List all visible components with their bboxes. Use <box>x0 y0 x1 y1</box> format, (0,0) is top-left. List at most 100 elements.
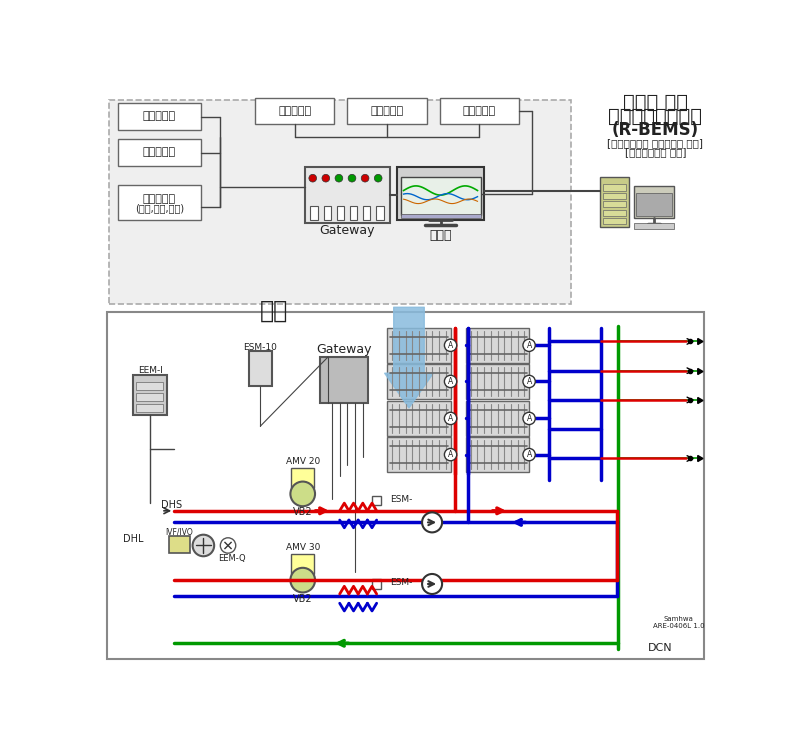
Text: A: A <box>527 341 531 350</box>
Bar <box>387 437 451 472</box>
Text: A: A <box>527 450 531 459</box>
Text: [중앙난방방식 공동주택에 적용]: [중앙난방방식 공동주택에 적용] <box>607 138 703 149</box>
Bar <box>305 167 390 223</box>
Bar <box>603 218 626 224</box>
Bar <box>603 185 626 190</box>
Text: 에너지관리시스템: 에너지관리시스템 <box>608 107 703 126</box>
Circle shape <box>335 174 343 182</box>
Text: Gateway: Gateway <box>317 343 372 356</box>
Circle shape <box>422 512 442 533</box>
Bar <box>372 580 381 589</box>
Bar <box>337 206 345 220</box>
Bar <box>255 98 334 124</box>
Text: A: A <box>527 377 531 386</box>
Text: VB2: VB2 <box>293 594 313 604</box>
Text: Gateway: Gateway <box>320 224 375 237</box>
FancyArrowPatch shape <box>385 307 433 408</box>
Bar <box>466 400 529 436</box>
Bar <box>401 214 481 218</box>
Text: (R-BEMS): (R-BEMS) <box>611 122 699 140</box>
Bar <box>387 328 451 363</box>
Text: ESM-: ESM- <box>390 578 413 587</box>
Bar <box>291 554 314 574</box>
Text: ESM-10: ESM-10 <box>243 343 277 352</box>
Bar <box>136 404 163 412</box>
Bar <box>466 437 529 472</box>
Text: A: A <box>527 414 531 423</box>
Bar <box>603 201 626 208</box>
Text: 세대: 세대 <box>260 299 288 323</box>
Text: IVF/IVO: IVF/IVO <box>166 528 193 537</box>
Circle shape <box>309 174 317 182</box>
Text: DHS: DHS <box>161 500 182 510</box>
Text: EEM-I: EEM-I <box>138 366 162 375</box>
Bar <box>398 167 484 220</box>
Bar <box>603 193 626 199</box>
Circle shape <box>361 174 369 182</box>
Bar <box>109 100 571 305</box>
Bar <box>376 206 383 220</box>
Text: 전기계량기: 전기계량기 <box>143 111 176 121</box>
Text: EEM-Q: EEM-Q <box>218 554 246 563</box>
Circle shape <box>444 412 457 424</box>
Circle shape <box>322 174 329 182</box>
Bar <box>118 185 201 220</box>
Bar <box>310 206 318 220</box>
Text: VB2: VB2 <box>293 507 313 518</box>
Circle shape <box>523 448 535 461</box>
Circle shape <box>422 574 442 594</box>
Text: 전력제어기: 전력제어기 <box>278 106 311 117</box>
Bar <box>440 98 519 124</box>
Bar <box>323 206 331 220</box>
Circle shape <box>291 568 315 592</box>
Bar <box>249 351 272 386</box>
Bar <box>372 496 381 506</box>
Circle shape <box>192 535 214 557</box>
Bar <box>350 206 357 220</box>
Circle shape <box>523 339 535 351</box>
Bar <box>321 357 368 403</box>
Bar <box>136 382 163 390</box>
Bar <box>118 103 201 130</box>
Text: 가스제어기: 가스제어기 <box>463 106 496 117</box>
Bar <box>348 98 427 124</box>
Text: AMV 30: AMV 30 <box>286 543 320 552</box>
Text: DHL: DHL <box>123 534 143 545</box>
Bar <box>387 364 451 399</box>
Text: AMV 20: AMV 20 <box>286 457 320 466</box>
Bar <box>387 400 451 436</box>
Text: [관리사무소에 위치]: [관리사무소에 위치] <box>625 147 686 157</box>
Circle shape <box>375 174 382 182</box>
Bar <box>603 210 626 216</box>
Text: 주거용 건물: 주거용 건물 <box>623 93 688 112</box>
Text: Samhwa
ARE-0406L 1.0: Samhwa ARE-0406L 1.0 <box>653 616 704 629</box>
Bar <box>466 364 529 399</box>
Circle shape <box>291 482 315 506</box>
Text: 월패드: 월패드 <box>429 229 451 242</box>
Circle shape <box>444 448 457 461</box>
Circle shape <box>444 339 457 351</box>
Bar <box>636 193 672 216</box>
Text: 난방제어기: 난방제어기 <box>371 106 404 117</box>
Bar <box>363 206 371 220</box>
Bar <box>107 312 704 659</box>
Bar <box>169 536 190 554</box>
Text: 가스계량기: 가스계량기 <box>143 147 176 158</box>
Bar <box>401 176 481 215</box>
Circle shape <box>220 538 236 554</box>
Bar <box>291 468 314 488</box>
Text: A: A <box>448 414 453 423</box>
Text: 통합계량기: 통합계량기 <box>143 193 176 204</box>
Bar <box>634 223 674 229</box>
Circle shape <box>444 375 457 388</box>
Bar <box>133 374 167 415</box>
Circle shape <box>348 174 356 182</box>
Bar <box>136 393 163 400</box>
Text: (난방,급탕,수도): (난방,급탕,수도) <box>135 203 184 213</box>
Text: A: A <box>448 450 453 459</box>
Circle shape <box>523 412 535 424</box>
Text: A: A <box>448 377 453 386</box>
Text: DCN: DCN <box>648 643 672 653</box>
Bar <box>634 186 674 218</box>
Bar <box>600 178 629 228</box>
